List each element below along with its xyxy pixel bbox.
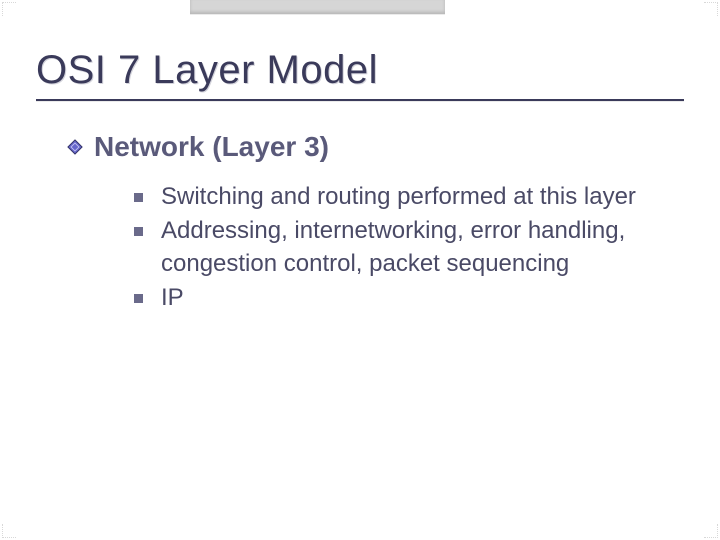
list-item: IP [134, 282, 636, 314]
list-item: Switching and routing performed at this … [134, 181, 636, 213]
slide-title: OSI 7 Layer Model [36, 48, 684, 93]
section-label: Network (Layer 3) [94, 131, 329, 163]
list-item: Addressing, internetworking, error handl… [134, 215, 636, 280]
bullet-text: Addressing, internetworking, error handl… [161, 215, 636, 280]
section-heading: Network (Layer 3) [66, 131, 684, 163]
square-bullet-icon [134, 193, 143, 202]
bullet-text: IP [161, 282, 184, 314]
slide-body: OSI 7 Layer Model Network (Layer 3) Swit… [0, 0, 720, 540]
bullet-list: Switching and routing performed at this … [134, 181, 636, 315]
square-bullet-icon [134, 294, 143, 303]
bullet-text: Switching and routing performed at this … [161, 181, 636, 213]
diamond-icon [66, 138, 84, 161]
square-bullet-icon [134, 227, 143, 236]
title-underline [36, 99, 684, 101]
